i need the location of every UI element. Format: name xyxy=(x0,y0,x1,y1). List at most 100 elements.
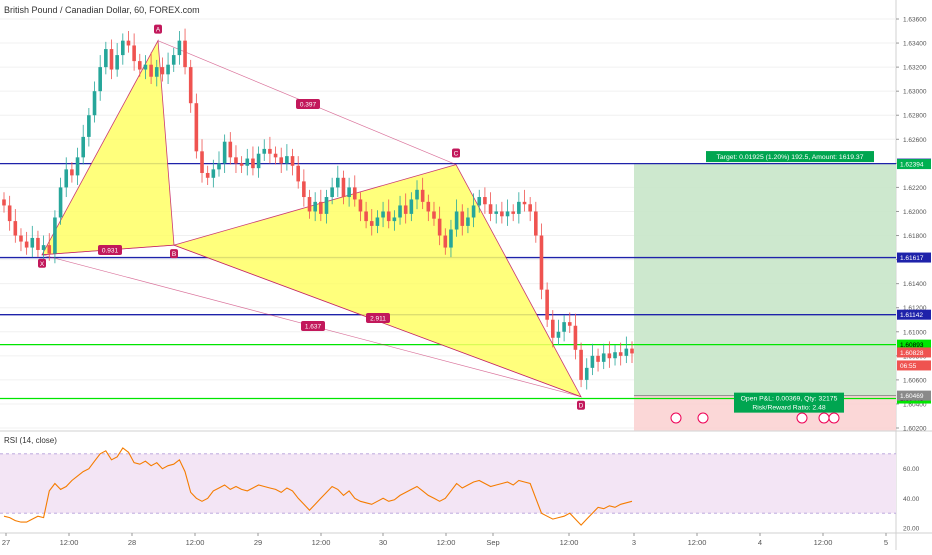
pnl-badge xyxy=(734,392,844,413)
candle-body xyxy=(132,45,136,62)
candle-body xyxy=(2,199,6,206)
candle xyxy=(160,57,165,82)
candle-body xyxy=(75,157,80,176)
ratio-badge xyxy=(296,99,320,109)
price-tag xyxy=(897,360,931,371)
candle-body xyxy=(539,235,544,290)
candle xyxy=(630,341,634,364)
candle xyxy=(132,33,136,71)
pattern-point-badge xyxy=(452,148,460,158)
candle-body xyxy=(319,201,323,214)
y-tick-label: 1.62800 xyxy=(903,113,927,120)
candle xyxy=(47,233,52,261)
pnl-label: Open P&L: 0.00369, Qty: 32175 xyxy=(741,396,838,403)
candle xyxy=(454,199,459,237)
y-tick-label: 1.61800 xyxy=(903,233,927,240)
x-tick-label: 12:00 xyxy=(186,538,205,547)
candle xyxy=(183,28,187,75)
y-tick-label: 1.62000 xyxy=(903,209,927,216)
candle xyxy=(137,53,142,77)
candle xyxy=(70,162,74,183)
candle-body xyxy=(443,235,448,248)
candle-body xyxy=(104,49,108,68)
candle xyxy=(87,108,91,147)
candle xyxy=(341,170,346,205)
candle xyxy=(358,192,363,222)
price-tag xyxy=(897,159,931,170)
candle xyxy=(211,159,216,188)
x-tick-label: 28 xyxy=(128,538,136,547)
candle xyxy=(381,201,385,228)
candle xyxy=(64,157,69,198)
candle-body xyxy=(313,201,317,212)
candle xyxy=(352,175,357,207)
y-tick-label: 1.62200 xyxy=(903,185,927,192)
rr-label: Risk/Reward Ratio: 2.48 xyxy=(752,405,826,412)
ratio-label: 0.931 xyxy=(102,248,119,255)
x-tick-label: 12:00 xyxy=(437,538,456,547)
candle-body xyxy=(58,187,63,218)
candle xyxy=(534,201,538,243)
candle xyxy=(494,204,499,224)
candle xyxy=(596,348,600,372)
candle xyxy=(262,139,267,161)
candle xyxy=(483,187,487,214)
candle xyxy=(511,204,515,222)
candle-body xyxy=(420,189,425,202)
ratio-label: 2.911 xyxy=(370,316,386,323)
candle xyxy=(177,31,182,65)
symbol-title: British Pound / Canadian Dollar, 60, FOR… xyxy=(4,5,200,15)
ratio-label: 0.397 xyxy=(300,102,317,109)
candle-body xyxy=(166,64,170,75)
candle-body xyxy=(205,172,210,178)
level-price-label: 1.60893 xyxy=(900,342,924,349)
candle xyxy=(285,144,289,171)
candle xyxy=(143,55,148,80)
candle-body xyxy=(273,153,278,158)
candle xyxy=(104,41,108,75)
candle xyxy=(228,132,233,165)
candle xyxy=(222,134,227,173)
y-tick-label: 1.63600 xyxy=(903,17,927,24)
candle xyxy=(601,343,606,370)
x-tick-label: 5 xyxy=(884,538,888,547)
candle xyxy=(539,223,544,300)
candle xyxy=(477,189,482,213)
candle xyxy=(562,314,566,342)
candle xyxy=(449,219,453,258)
candle-body xyxy=(217,163,221,170)
candle-body xyxy=(607,353,612,359)
candle-body xyxy=(630,348,634,354)
y-tick-label: 1.60400 xyxy=(903,401,927,408)
candle xyxy=(488,192,493,222)
candle-body xyxy=(137,61,142,70)
candle-body xyxy=(522,201,527,205)
candle xyxy=(30,225,35,258)
candle-body xyxy=(336,177,340,188)
candle xyxy=(188,59,193,113)
candle xyxy=(239,156,244,173)
candle-body xyxy=(143,64,148,70)
candle-body xyxy=(590,355,595,368)
candle-body xyxy=(579,349,583,380)
candle-body xyxy=(81,136,86,158)
rsi-line xyxy=(3,447,633,526)
bcd-triangle xyxy=(172,164,582,398)
candle-body xyxy=(285,156,289,164)
candle xyxy=(573,313,578,360)
y-tick-label: 1.61200 xyxy=(903,305,927,312)
x-tick-label: 12:00 xyxy=(312,538,331,547)
ratio-label: 1.637 xyxy=(305,324,322,331)
ratio-badge xyxy=(366,313,390,323)
candle-body xyxy=(392,217,397,222)
target-label: Target: 0.01925 (1.20%) 192.5, Amount: 1… xyxy=(717,154,864,161)
candle-body xyxy=(449,229,453,248)
price-tag-label: 1.60828 xyxy=(900,350,924,357)
candle xyxy=(545,282,549,327)
event-marker-icon xyxy=(670,412,682,424)
pattern-point-badge xyxy=(154,24,162,34)
candle-body xyxy=(358,199,363,212)
candle-body xyxy=(36,237,40,250)
